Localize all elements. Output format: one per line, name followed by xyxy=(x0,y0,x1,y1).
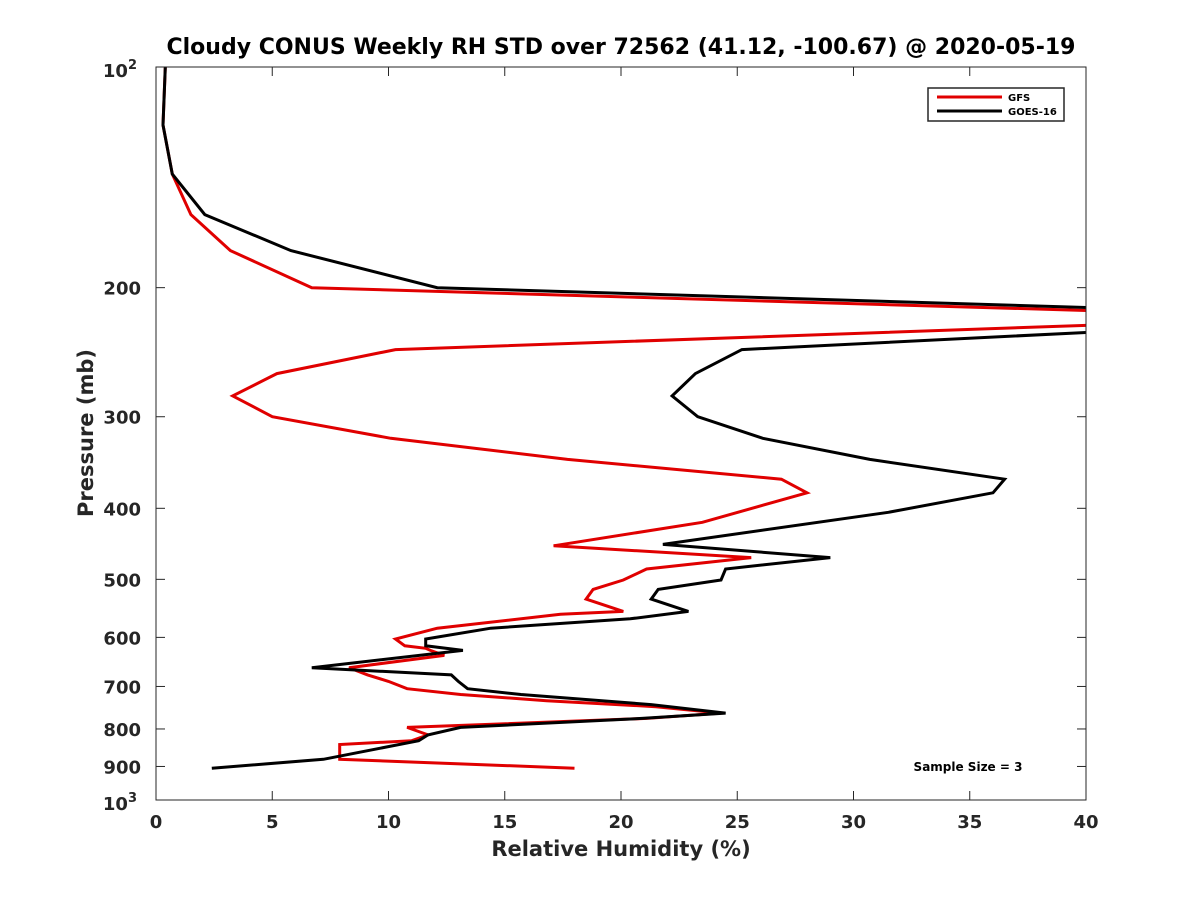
x-tick-label: 15 xyxy=(492,812,517,833)
legend-box xyxy=(927,87,1065,122)
chart-title: Cloudy CONUS Weekly RH STD over 72562 (4… xyxy=(167,35,1076,60)
y-edge-label: 102 xyxy=(103,58,137,82)
x-tick-label: 25 xyxy=(725,812,750,833)
y-tick-label: 600 xyxy=(103,628,141,649)
plot-area xyxy=(161,67,1086,770)
y-tick-label: 200 xyxy=(103,279,141,300)
series-line-goes-16 xyxy=(161,67,1086,770)
x-tick-label: 35 xyxy=(957,812,982,833)
y-edge-label: 103 xyxy=(103,791,137,815)
x-tick-label: 10 xyxy=(376,812,401,833)
x-tick-label: 20 xyxy=(608,812,633,833)
y-tick-label: 900 xyxy=(103,757,141,778)
sample-size-annotation: Sample Size = 3 xyxy=(914,760,1023,774)
y-axis-label: Pressure (mb) xyxy=(74,349,98,517)
y-tick-label: 400 xyxy=(103,499,141,520)
x-tick-label: 0 xyxy=(150,812,163,833)
legend-label: GOES-16 xyxy=(1008,107,1057,118)
y-tick-label: 300 xyxy=(103,408,141,429)
legend-label: GFS xyxy=(1008,93,1030,104)
y-tick-label: 700 xyxy=(103,677,141,698)
y-axis: 200 300 400 500 600 700 800 900 102 103 xyxy=(103,58,1086,815)
y-tick-label: 500 xyxy=(103,570,141,591)
x-tick-label: 5 xyxy=(266,812,279,833)
x-tick-label: 30 xyxy=(841,812,866,833)
x-axis-label: Relative Humidity (%) xyxy=(491,837,750,861)
y-tick-label: 800 xyxy=(103,720,141,741)
x-tick-label: 40 xyxy=(1073,812,1098,833)
x-axis: 0 5 10 15 20 25 30 35 40 xyxy=(150,67,1099,833)
legend: GFS GOES-16 xyxy=(927,87,1065,122)
